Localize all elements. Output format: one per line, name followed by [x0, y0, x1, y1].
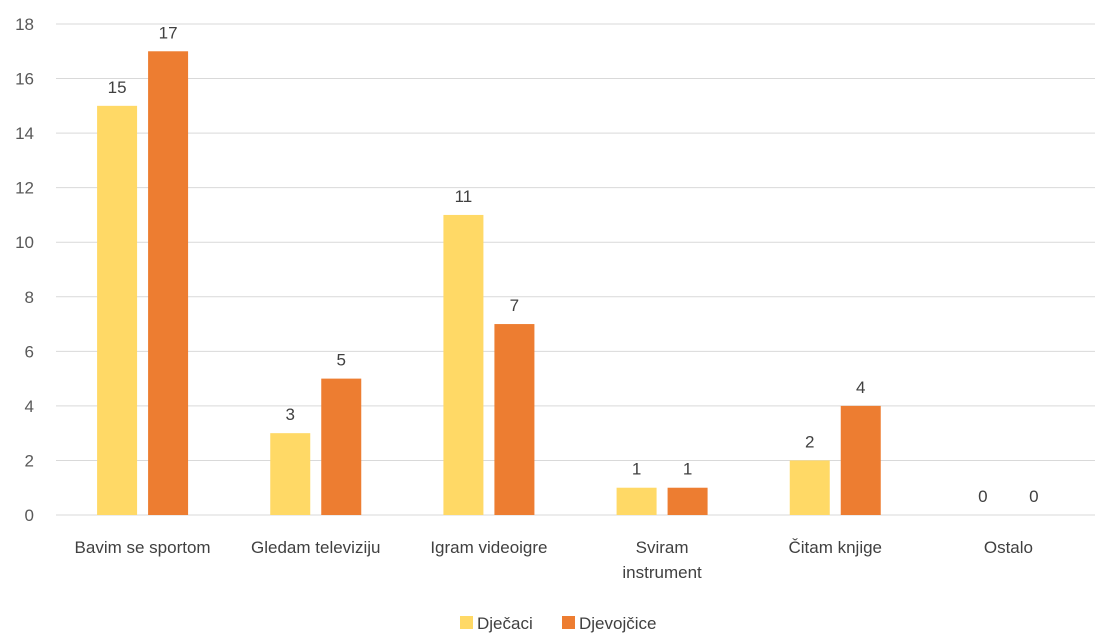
data-label: 7	[510, 296, 519, 315]
bar	[321, 378, 362, 515]
x-category-label-line: Čitam knjige	[788, 538, 882, 557]
y-tick-label: 6	[25, 342, 34, 361]
y-tick-label: 8	[25, 288, 34, 307]
x-category-label: Ostalo	[984, 538, 1033, 557]
data-label: 17	[159, 23, 178, 42]
bar	[667, 487, 708, 515]
x-category-label-line: Bavim se sportom	[75, 538, 211, 557]
data-label: 5	[337, 351, 346, 370]
data-label: 1	[632, 460, 641, 479]
y-tick-label: 12	[15, 179, 34, 198]
gridlines	[56, 23, 1095, 516]
legend: Dječaci Djevojčice	[460, 614, 656, 633]
y-tick-label: 18	[15, 15, 34, 34]
bar	[270, 433, 311, 515]
y-tick-label: 2	[25, 451, 34, 470]
y-tick-label: 16	[15, 70, 34, 89]
legend-label: Dječaci	[477, 614, 533, 633]
data-label: 15	[108, 78, 127, 97]
data-label: 2	[805, 432, 814, 451]
y-tick-label: 0	[25, 506, 34, 525]
x-category-label: Čitam knjige	[788, 538, 882, 557]
y-tick-label: 10	[15, 233, 34, 252]
data-label: 0	[978, 487, 987, 506]
y-tick-label: 14	[15, 124, 34, 143]
data-label: 4	[856, 378, 865, 397]
data-label: 11	[455, 187, 473, 206]
legend-swatch	[562, 616, 575, 629]
legend-label: Djevojčice	[579, 614, 656, 633]
x-category-label-line: Gledam televiziju	[251, 538, 380, 557]
x-category-label-line: Igram videoigre	[430, 538, 547, 557]
y-axis-ticks: 0 2 4 6 8 10 12 14 16 18	[15, 15, 34, 525]
x-category-label-line: Sviram	[636, 538, 689, 557]
data-label: 3	[286, 405, 295, 424]
bar	[148, 51, 189, 516]
bar	[97, 105, 138, 515]
bar	[494, 324, 535, 515]
x-category-label-line: instrument	[622, 563, 702, 582]
x-category-label: Sviram instrument	[622, 538, 702, 582]
bar	[443, 214, 484, 515]
bars	[97, 51, 881, 516]
bar	[789, 460, 830, 515]
x-axis-categories: Bavim se sportom Gledam televiziju Igram v…	[75, 538, 1033, 582]
x-category-label-line: Ostalo	[984, 538, 1033, 557]
data-label: 0	[1029, 487, 1038, 506]
data-label: 1	[683, 460, 692, 479]
y-tick-label: 4	[25, 397, 34, 416]
x-category-label: Igram videoigre	[430, 538, 547, 557]
x-category-label: Bavim se sportom	[75, 538, 211, 557]
x-category-label: Gledam televiziju	[251, 538, 380, 557]
bar	[840, 405, 881, 515]
bar	[616, 487, 657, 515]
legend-swatch	[460, 616, 473, 629]
